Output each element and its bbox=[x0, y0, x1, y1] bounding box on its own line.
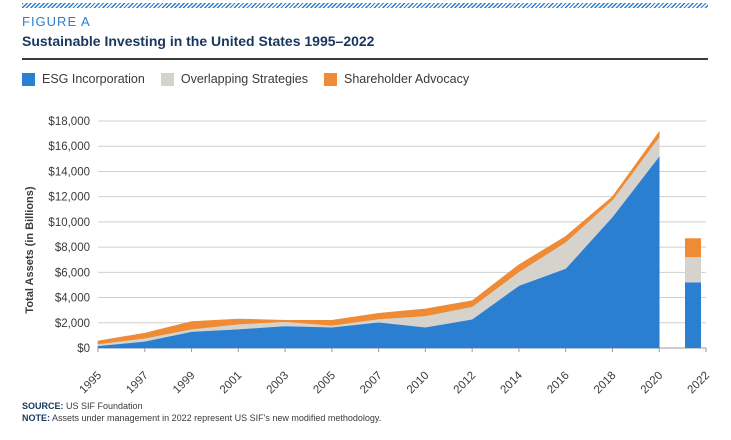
y-tick-label-2: $4,000 bbox=[55, 293, 90, 305]
x-tick-label-2001: 2001 bbox=[218, 370, 245, 397]
note-line: NOTE: Assets under management in 2022 re… bbox=[22, 413, 381, 423]
title-rule bbox=[22, 58, 708, 60]
bar-2022-advocacy bbox=[685, 238, 701, 258]
source-text: US SIF Foundation bbox=[66, 401, 143, 411]
x-tick-label-2005: 2005 bbox=[311, 370, 338, 397]
x-tick-label-1997: 1997 bbox=[124, 370, 151, 397]
note-text: Assets under management in 2022 represen… bbox=[52, 413, 382, 423]
legend-item-advocacy: Shareholder Advocacy bbox=[324, 72, 469, 86]
figure-label: FIGURE A bbox=[22, 14, 91, 29]
y-tick-label-0: $0 bbox=[77, 343, 90, 355]
chart-legend: ESG Incorporation Overlapping Strategies… bbox=[22, 72, 485, 86]
y-tick-label-5: $10,000 bbox=[48, 217, 90, 229]
legend-swatch-overlapping bbox=[160, 72, 174, 86]
x-tick-label-2003: 2003 bbox=[265, 370, 292, 397]
y-tick-label-7: $14,000 bbox=[48, 166, 90, 178]
legend-label-esg: ESG Incorporation bbox=[42, 72, 145, 86]
legend-swatch-advocacy bbox=[324, 72, 337, 86]
x-tick-label-2007: 2007 bbox=[358, 370, 385, 397]
source-label: SOURCE: bbox=[22, 401, 64, 411]
y-tick-label-9: $18,000 bbox=[48, 116, 90, 128]
x-tick-label-2010: 2010 bbox=[405, 370, 432, 397]
y-tick-label-3: $6,000 bbox=[55, 267, 90, 279]
x-tick-label-2020: 2020 bbox=[639, 370, 666, 397]
note-label: NOTE: bbox=[22, 413, 50, 423]
legend-swatch-esg bbox=[22, 72, 35, 86]
source-line: SOURCE: US SIF Foundation bbox=[22, 401, 143, 411]
x-tick-label-2018: 2018 bbox=[592, 370, 619, 397]
x-tick-label-2022: 2022 bbox=[686, 370, 713, 397]
y-tick-label-4: $8,000 bbox=[55, 242, 90, 254]
bar-2022-overlapping bbox=[685, 257, 701, 283]
bar-2022-esg bbox=[685, 282, 701, 348]
legend-label-overlapping: Overlapping Strategies bbox=[180, 72, 308, 86]
figure-title: Sustainable Investing in the United Stat… bbox=[22, 33, 375, 49]
x-tick-label-2014: 2014 bbox=[498, 369, 525, 396]
legend-item-esg: ESG Incorporation bbox=[22, 72, 145, 86]
x-tick-label-2016: 2016 bbox=[545, 370, 572, 397]
y-tick-label-1: $2,000 bbox=[55, 318, 90, 330]
x-tick-label-2012: 2012 bbox=[452, 370, 479, 397]
x-tick-label-1995: 1995 bbox=[78, 370, 105, 397]
y-axis-label: Total Assets (in Billions) bbox=[24, 186, 36, 313]
y-tick-label-8: $16,000 bbox=[48, 141, 90, 153]
area-series-advocacy bbox=[97, 130, 660, 345]
legend-label-advocacy: Shareholder Advocacy bbox=[344, 72, 470, 86]
x-tick-label-1999: 1999 bbox=[171, 370, 198, 397]
legend-item-overlapping: Overlapping Strategies bbox=[160, 72, 308, 86]
header-hatch-decoration bbox=[22, 3, 708, 8]
y-tick-label-6: $12,000 bbox=[48, 192, 90, 204]
